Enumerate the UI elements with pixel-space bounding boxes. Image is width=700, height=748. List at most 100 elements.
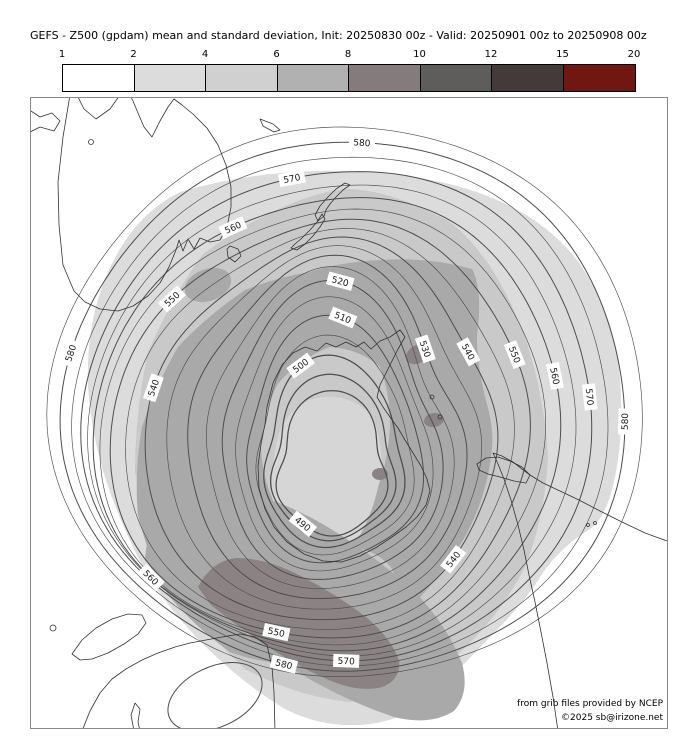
colorbar-segment-4-6 xyxy=(206,65,278,91)
stddev-spot-6-8 xyxy=(184,267,232,303)
contour-label-box xyxy=(137,563,165,592)
contour-label-box xyxy=(277,169,306,188)
contour-label-box xyxy=(546,361,564,391)
contour-line-585 xyxy=(46,126,643,678)
stddev-shading xyxy=(87,170,622,726)
stddev-spot-8-10 xyxy=(372,468,388,480)
contour-label-box xyxy=(325,271,355,291)
contour-line-575 xyxy=(71,156,609,667)
contour-label-580: 580 xyxy=(618,408,632,435)
coast-tierra-del-fuego xyxy=(476,456,531,484)
colorbar-tick-label: 6 xyxy=(273,49,280,60)
coast-africa xyxy=(82,633,276,729)
contour-line-580 xyxy=(59,141,626,672)
colorbar xyxy=(62,64,636,92)
coast-indonesia xyxy=(30,109,61,133)
colorbar-segment-10-12 xyxy=(420,65,492,91)
contour-label-580: 580 xyxy=(269,654,299,674)
contour-label-540: 540 xyxy=(143,373,164,403)
contour-label-box xyxy=(286,352,315,379)
colorbar-ticks: 1 2 4 6 8 10 12 15 20 xyxy=(58,49,641,62)
contour-label-550: 550 xyxy=(262,622,291,642)
coast-small-island xyxy=(429,394,435,400)
contour-label-580: 580 xyxy=(348,135,376,150)
contour-label-box xyxy=(582,383,598,411)
contour-line-540 xyxy=(144,236,499,621)
contour-line-560 xyxy=(92,197,562,652)
coast-tasmania xyxy=(226,245,242,263)
colorbar-segment-2-4 xyxy=(134,65,206,91)
contour-line-555 xyxy=(99,208,547,646)
contour-line-535 xyxy=(166,245,483,610)
coast-island-north xyxy=(259,118,281,133)
colorbar-segment-8-10 xyxy=(349,65,421,91)
contour-line-525 xyxy=(205,266,455,590)
contour-label-box xyxy=(60,338,81,368)
contour-line-565 xyxy=(87,184,577,657)
contour-label-570: 570 xyxy=(277,169,306,188)
colorbar-tick-label: 12 xyxy=(484,49,498,60)
contour-label-box xyxy=(158,285,186,313)
contour-label-box xyxy=(262,622,291,642)
coast-small-island xyxy=(88,139,94,145)
contour-label-box xyxy=(415,334,436,364)
contour-line-510 xyxy=(246,314,424,564)
contour-line-580-closed xyxy=(167,662,263,729)
contour-label-570: 570 xyxy=(582,383,598,411)
colorbar-tick-label: 20 xyxy=(627,49,641,60)
contour-label-box xyxy=(332,653,360,668)
contour-line-550 xyxy=(109,218,531,639)
coastlines xyxy=(30,97,668,729)
coast-small-island xyxy=(437,414,443,420)
contour-label-text: 570 xyxy=(583,388,595,406)
contour-label-text: 560 xyxy=(547,367,560,386)
contour-line-500 xyxy=(263,354,406,549)
map-frame xyxy=(30,97,668,729)
contour-label-580: 580 xyxy=(60,338,81,368)
colorbar-tick-label: 4 xyxy=(201,49,209,60)
colorbar-segment-12-15 xyxy=(492,65,564,91)
attribution-source: from grib files provided by NCEP xyxy=(517,699,664,709)
contour-line-505 xyxy=(255,334,415,556)
contour-label-text: 580 xyxy=(621,413,631,431)
contour-label-text: 570 xyxy=(283,173,302,186)
contour-line-520 xyxy=(221,279,444,580)
contour-label-570: 570 xyxy=(332,653,360,668)
contour-label-530: 530 xyxy=(415,334,436,364)
coast-arnhem-land xyxy=(77,97,120,120)
contour-label-box xyxy=(218,216,248,239)
contour-line-490 xyxy=(275,390,389,537)
contour-label-box xyxy=(503,340,526,370)
contour-line-530 xyxy=(187,254,468,600)
coast-small-island xyxy=(586,523,590,527)
contour-label-text: 570 xyxy=(337,657,355,668)
colorbar-tick-label: 15 xyxy=(556,49,569,60)
contour-label-text: 520 xyxy=(330,275,349,289)
contour-label-text: 550 xyxy=(267,627,286,640)
contour-line-495 xyxy=(269,373,397,542)
contour-line-545 xyxy=(125,228,515,630)
contour-label-box xyxy=(143,373,164,403)
contour-label-box xyxy=(618,408,632,435)
contour-label-box xyxy=(348,135,376,150)
coast-antarctica xyxy=(257,329,431,563)
colorbar-tick-label: 2 xyxy=(130,49,137,60)
colorbar-tick-label: 1 xyxy=(58,49,66,60)
contour-label-box xyxy=(288,510,317,538)
map-area: 490 500 510 520 530 540 540 540 550 550 550 560 560 5… xyxy=(30,97,668,729)
figure-title: GEFS - Z500 (gpdam) mean and standard de… xyxy=(30,29,647,42)
colorbar-tick-label: 8 xyxy=(344,49,352,60)
contour-label-box xyxy=(456,337,481,367)
coast-madagascar xyxy=(71,613,147,661)
contour-label-text: 580 xyxy=(274,658,293,672)
colorbar-segment-15-20 xyxy=(563,65,635,91)
contour-label-560: 560 xyxy=(546,361,564,391)
colorbar-tick-label: 10 xyxy=(413,49,426,60)
coast-island-sliver xyxy=(130,702,141,729)
contour-label-box xyxy=(328,306,358,329)
coast-small-island xyxy=(593,521,597,525)
coast-australia xyxy=(57,97,232,312)
coast-new-zealand-south xyxy=(290,213,326,251)
